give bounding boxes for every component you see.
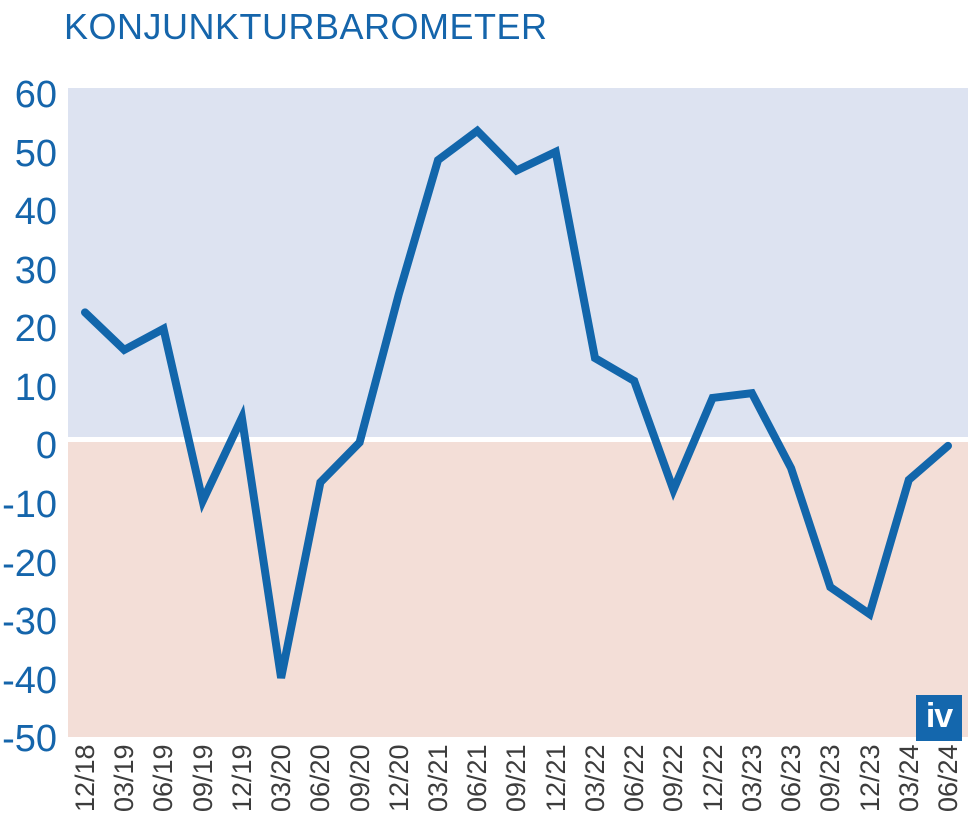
- x-axis-tick-label: 03/19: [109, 744, 140, 812]
- y-axis-tick-label: -40: [2, 659, 57, 702]
- x-axis-tick-label: 09/22: [658, 744, 689, 812]
- x-axis-tick-label: 06/22: [619, 744, 650, 812]
- x-axis-tick-label: 12/18: [70, 744, 100, 812]
- y-axis-tick-label: 10: [14, 366, 57, 409]
- x-axis-tick-label: 03/23: [736, 744, 767, 812]
- y-axis-tick-label: -50: [2, 718, 57, 761]
- zero-baseline: [68, 437, 968, 442]
- x-axis-tick-label: 06/20: [305, 744, 336, 812]
- y-axis-tick-label: -10: [2, 484, 57, 527]
- x-axis-tick-label: 03/20: [266, 744, 297, 812]
- iv-logo: iv: [916, 695, 962, 741]
- line-series: [81, 125, 952, 679]
- y-axis-tick-label: -30: [2, 601, 57, 644]
- x-axis-tick-label: 09/19: [187, 744, 218, 812]
- y-axis-tick-label: -20: [2, 542, 57, 585]
- y-axis-tick-label: 20: [14, 308, 57, 351]
- x-axis-tick-label: 12/19: [226, 744, 257, 812]
- x-axis-tick-label: 06/24: [932, 744, 963, 812]
- y-axis-tick-label: 40: [14, 191, 57, 234]
- x-axis-tick-label: 06/23: [776, 744, 807, 812]
- x-axis-tick-label: 06/19: [148, 744, 179, 812]
- x-axis-tick-label: 12/21: [540, 744, 571, 812]
- iv-logo-text: iv: [925, 697, 953, 735]
- y-axis: 60 50 40 30 20 10 0 -10 -20 -30 -40 -50: [0, 75, 57, 759]
- positive-region-background: [68, 88, 968, 437]
- chart-title: KONJUNKTURBAROMETER: [64, 6, 548, 47]
- y-axis-tick-label: 60: [14, 74, 57, 116]
- x-axis-tick-label: 03/24: [893, 744, 924, 812]
- konjunkturbarometer-line: [81, 125, 952, 679]
- x-axis-tick-label: 03/22: [579, 744, 610, 812]
- x-axis-tick-label: 09/21: [501, 744, 532, 812]
- x-axis-tick-label: 12/22: [697, 744, 728, 812]
- x-axis-tick-label: 12/20: [383, 744, 414, 812]
- x-axis-tick-label: 03/21: [423, 744, 454, 812]
- x-axis-tick-label: 09/20: [344, 744, 375, 812]
- x-axis-tick-label: 09/23: [815, 744, 846, 812]
- negative-region-background: [68, 442, 968, 737]
- plot-area: iv: [68, 88, 968, 741]
- y-axis-tick-label: 50: [14, 132, 57, 175]
- x-axis-tick-label: 06/21: [462, 744, 493, 812]
- y-axis-tick-label: 30: [14, 249, 57, 292]
- x-axis-tick-label: 12/23: [854, 744, 885, 812]
- y-axis-tick-label: 0: [35, 425, 57, 468]
